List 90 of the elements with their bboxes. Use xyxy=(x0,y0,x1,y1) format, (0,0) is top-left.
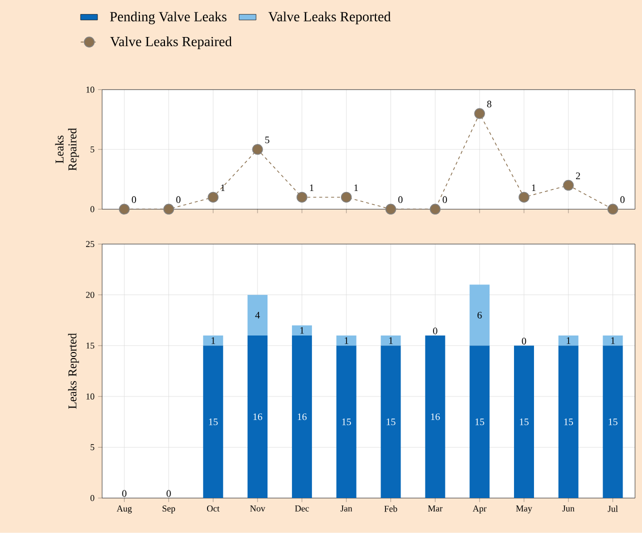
data-label: 0 xyxy=(122,490,126,497)
data-label: 1 xyxy=(532,184,536,192)
point xyxy=(296,192,308,203)
bar xyxy=(470,346,490,498)
data-label: 1 xyxy=(566,337,570,344)
bar xyxy=(292,325,312,336)
y-tick-label: 15 xyxy=(86,342,94,349)
y-tick-label: 25 xyxy=(86,241,94,248)
data-label: 4 xyxy=(255,312,260,318)
bar xyxy=(380,336,401,346)
bar xyxy=(336,346,356,498)
data-label: 15 xyxy=(608,418,618,426)
bar xyxy=(602,346,623,498)
y-tick-label: 10 xyxy=(86,86,94,93)
data-label: 0 xyxy=(442,196,447,204)
x-tick-label: Sep xyxy=(162,506,176,514)
bar xyxy=(558,336,578,346)
y-tick-label: 0 xyxy=(90,495,94,502)
y-tick-label: 0 xyxy=(90,206,94,212)
data-label: 1 xyxy=(611,337,615,344)
data-label: 5 xyxy=(265,136,270,144)
data-label: 16 xyxy=(253,413,262,420)
x-tick-label: Nov xyxy=(250,506,266,512)
data-label: 6 xyxy=(478,312,482,319)
bar xyxy=(425,336,446,498)
x-tick-label: Jun xyxy=(562,506,574,512)
data-label: 15 xyxy=(209,418,218,426)
legend-label: Valve Leaks Repaired xyxy=(110,36,232,50)
data-label: 16 xyxy=(431,413,440,420)
x-tick-label: Jan xyxy=(340,506,352,512)
point xyxy=(607,204,618,215)
data-label: 15 xyxy=(476,418,484,426)
x-tick-label: Jul xyxy=(608,506,618,512)
x-tick-label: Dec xyxy=(295,506,309,512)
data-label: 1 xyxy=(212,337,216,344)
data-label: 0 xyxy=(433,328,438,334)
data-label: 0 xyxy=(620,196,625,204)
point xyxy=(163,204,174,215)
point xyxy=(340,192,352,203)
y-tick-label: 5 xyxy=(90,146,94,152)
y-tick-label: 5 xyxy=(90,444,94,450)
data-label: 0 xyxy=(522,338,526,344)
point xyxy=(563,180,574,191)
y-axis-title: Leaks Repaired xyxy=(55,128,79,171)
point xyxy=(518,192,530,203)
data-label: 15 xyxy=(520,418,529,426)
data-label: 0 xyxy=(398,196,403,204)
data-label: 15 xyxy=(564,418,573,426)
bar xyxy=(602,336,623,346)
bar xyxy=(558,346,578,498)
data-label: 15 xyxy=(386,418,396,426)
point xyxy=(252,144,263,155)
point xyxy=(430,204,441,215)
x-tick-label: May xyxy=(516,506,532,514)
data-label: 1 xyxy=(221,184,225,192)
bar xyxy=(248,294,268,336)
x-tick-label: Aug xyxy=(116,506,132,514)
data-label: 8 xyxy=(487,100,492,108)
data-label: 16 xyxy=(298,413,307,420)
bar xyxy=(380,346,401,498)
data-label: 1 xyxy=(389,337,393,344)
x-tick-label: Feb xyxy=(384,506,398,512)
x-tick-label: Apr xyxy=(472,506,486,514)
x-tick-label: Mar xyxy=(428,506,443,512)
bar xyxy=(470,284,490,346)
data-label: 0 xyxy=(166,490,171,497)
legend-label: Pending Valve Leaks xyxy=(110,12,226,24)
data-label: 1 xyxy=(310,184,314,192)
bar xyxy=(203,346,224,498)
y-axis-title: Leaks Reported xyxy=(68,333,79,409)
data-label: 1 xyxy=(300,327,304,334)
data-label: 15 xyxy=(342,418,351,426)
bar xyxy=(203,336,224,346)
bar xyxy=(292,336,312,498)
point xyxy=(208,192,219,203)
point xyxy=(118,204,130,215)
x-tick-label: Oct xyxy=(207,506,220,512)
y-tick-label: 10 xyxy=(86,393,94,400)
y-tick-label: 20 xyxy=(86,292,94,298)
data-label: 2 xyxy=(576,172,580,180)
point xyxy=(385,204,396,215)
bar xyxy=(248,336,268,498)
legend-label: Valve Leaks Reported xyxy=(268,12,391,24)
data-label: 1 xyxy=(354,184,358,192)
data-label: 0 xyxy=(132,196,136,204)
data-label: 0 xyxy=(176,196,180,204)
point xyxy=(474,108,485,119)
data-label: 1 xyxy=(344,337,348,344)
bar xyxy=(514,346,534,498)
bar xyxy=(336,336,356,346)
